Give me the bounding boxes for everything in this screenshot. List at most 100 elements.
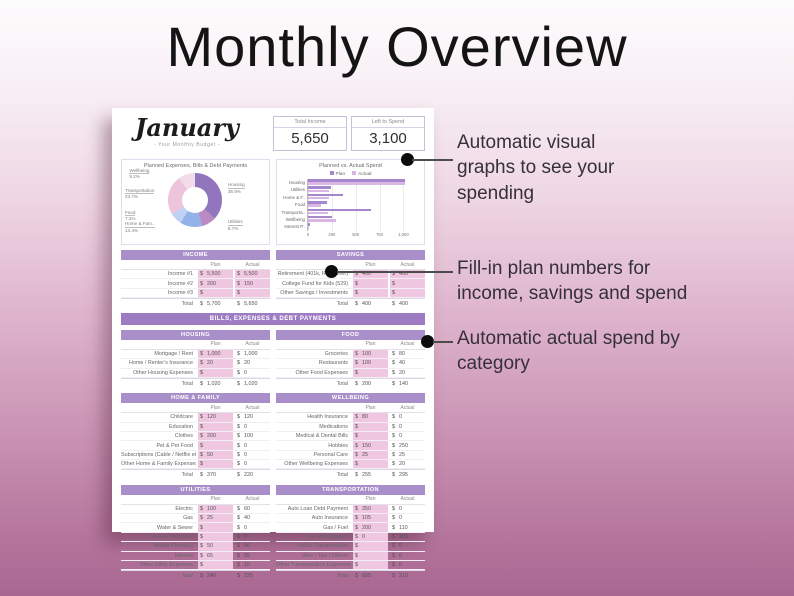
table-row: Mobile Phone(s) $50 $50	[121, 542, 270, 552]
plan-cell[interactable]: $400	[353, 270, 388, 279]
plan-bar	[308, 215, 333, 219]
plan-cell[interactable]: $50	[198, 542, 233, 551]
plan-cell[interactable]: $200	[198, 431, 233, 441]
donut-chart	[168, 173, 222, 227]
plan-cell[interactable]: $65	[198, 551, 233, 560]
table-row: Other Wellbeing Expenses $ $20	[276, 460, 425, 470]
actual-cell[interactable]: $400	[390, 270, 425, 279]
table-total-row: Total $255 $295	[276, 469, 425, 479]
table-title-band: UTILITIES	[121, 484, 270, 495]
table-row: Hobbies $150 $250	[276, 441, 425, 451]
utilities-table: UTILITIES Plan Actual Electric $100 $60 Gas $25…	[121, 484, 270, 581]
total-plan-cell: $240	[200, 572, 216, 579]
plan-cell[interactable]: $200	[353, 523, 388, 532]
plan-swatch	[329, 171, 334, 175]
housing-table: HOUSING Plan Actual Mortgage / Rent $1,000 $1…	[121, 329, 270, 388]
plan-cell[interactable]: $	[353, 368, 388, 378]
plan-cell[interactable]: $50	[198, 450, 233, 460]
sheet-header: January - Your Monthly Budget - Total In…	[121, 113, 425, 155]
plan-cell[interactable]: $0	[353, 532, 388, 542]
plan-cell[interactable]: $	[198, 460, 233, 469]
actual-column-header: Actual	[245, 496, 260, 503]
row-label: Gas	[183, 515, 193, 522]
row-label: Childcare	[170, 414, 193, 421]
table-row: Other Housing Expenses $ $0	[121, 368, 270, 379]
plan-cell[interactable]: $	[353, 431, 388, 441]
total-actual-cell: $220	[237, 472, 253, 479]
plan-bar	[308, 186, 331, 189]
x-axis-tick: 500	[352, 231, 360, 237]
row-label: Other Food Expenses	[295, 369, 348, 376]
actual-cell: $0	[237, 524, 247, 531]
total-plan-cell: $1,020	[200, 380, 221, 387]
legend-plan: Plan	[329, 171, 345, 177]
plan-cell[interactable]: $105	[353, 514, 388, 523]
bar-category-label: Housing	[288, 180, 305, 185]
actual-column-header: Actual	[400, 341, 415, 348]
plan-cell[interactable]: $20	[198, 359, 233, 368]
month-title: January	[135, 113, 239, 142]
plan-cell[interactable]: $25	[353, 450, 388, 460]
total-actual-cell: $5,650	[237, 300, 258, 307]
actual-cell[interactable]: $	[390, 279, 425, 288]
plan-cell[interactable]: $100	[353, 349, 388, 359]
plan-cell[interactable]: $150	[353, 441, 388, 450]
bar-plot-area: 0 250 500 750 1,000	[307, 179, 413, 237]
plan-cell[interactable]: $200	[198, 279, 233, 288]
actual-column-header: Actual	[400, 404, 415, 411]
wellbeing-table: WELLBEING Plan Actual Health Insurance $80 $0…	[276, 393, 425, 479]
actual-cell[interactable]: $	[390, 288, 425, 298]
bar-category-labels: Housing Utilities Home & F.. Food Transporta…	[280, 179, 307, 231]
plan-cell[interactable]: $	[198, 532, 233, 542]
plan-cell[interactable]: $100	[198, 504, 233, 514]
actual-column-header: Actual	[400, 261, 415, 268]
plan-cell[interactable]: $	[198, 523, 233, 532]
plan-cell[interactable]: $	[198, 368, 233, 378]
actual-cell[interactable]: $5,500	[235, 270, 270, 279]
row-label: Car Maintenance	[306, 533, 348, 540]
table-row: Education $ $0	[121, 422, 270, 432]
plan-cell[interactable]: $	[353, 288, 388, 298]
plan-cell[interactable]: $	[353, 460, 388, 469]
plan-cell[interactable]: $	[353, 279, 388, 288]
plan-cell[interactable]: $100	[353, 359, 388, 368]
plan-cell[interactable]: $80	[353, 413, 388, 422]
plan-cell[interactable]: $	[198, 560, 233, 570]
plan-cell[interactable]: $	[353, 560, 388, 570]
plan-cell[interactable]: $	[198, 288, 233, 298]
plan-cell[interactable]: $1,000	[198, 349, 233, 359]
actual-cell[interactable]: $150	[235, 279, 270, 288]
total-income-label: Total Income	[274, 117, 346, 128]
plan-cell[interactable]: $	[198, 422, 233, 431]
plan-column-header: Plan	[365, 496, 376, 503]
plan-cell[interactable]: $	[198, 441, 233, 450]
row-label: Auto Insurance	[311, 515, 348, 522]
actual-cell[interactable]: $	[235, 288, 270, 298]
plan-cell[interactable]: $	[353, 542, 388, 551]
actual-cell: $80	[392, 351, 405, 358]
left-to-spend-value: 3,100	[369, 130, 407, 147]
table-row: Auto Loan Debt Payment $350 $0	[276, 504, 425, 515]
actual-cell: $60	[237, 505, 250, 512]
gridline	[403, 179, 405, 231]
bar-category-label: Transporta..	[281, 209, 305, 215]
table-row: Internet $65 $65	[121, 551, 270, 561]
plan-cell[interactable]: $	[353, 551, 388, 560]
plan-cell[interactable]: $120	[198, 413, 233, 422]
plan-bar	[308, 208, 371, 212]
actual-bar	[308, 226, 309, 230]
plan-cell[interactable]: $350	[353, 504, 388, 514]
row-label: Groceries	[324, 351, 348, 358]
total-plan-cell: $655	[355, 572, 371, 579]
actual-cell: $0	[392, 562, 402, 569]
plan-cell[interactable]: $5,500	[198, 270, 233, 279]
actual-cell: $0	[392, 552, 402, 559]
plan-cell[interactable]: $	[353, 422, 388, 431]
plan-cell[interactable]: $25	[198, 514, 233, 523]
row-label: Pet & Pet Food	[156, 442, 193, 449]
table-row: Auto Insurance $105 $0	[276, 514, 425, 524]
table-row: Other Transportation Expenses $ $0	[276, 560, 425, 571]
plan-bar	[308, 201, 328, 204]
actual-cell: $0	[237, 442, 247, 449]
x-axis-tick: 750	[376, 231, 384, 237]
